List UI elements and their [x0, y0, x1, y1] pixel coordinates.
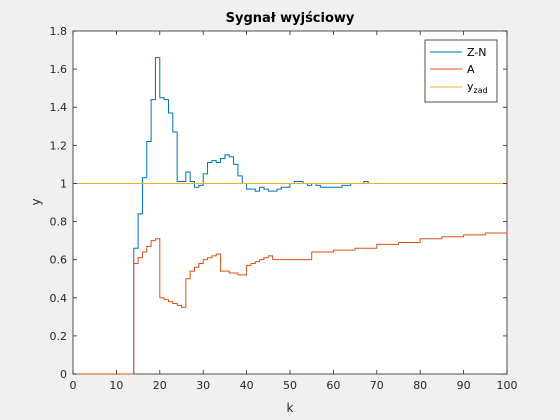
legend-label-a: A — [467, 63, 475, 76]
x-tick-label: 100 — [497, 379, 518, 392]
series-zn-line — [73, 57, 507, 375]
y-tick-label: 1.4 — [50, 101, 68, 114]
y-tick-label: 0.8 — [50, 216, 68, 229]
series-a-line — [73, 231, 508, 375]
x-tick-label: 70 — [370, 379, 384, 392]
y-tick-label: 0.4 — [50, 292, 68, 305]
x-tick-label: 50 — [283, 379, 297, 392]
y-tick-label: 1.2 — [50, 139, 68, 152]
legend-label-yzad-main: y — [467, 80, 474, 93]
legend-label-zn: Z-N — [467, 46, 487, 59]
x-tick-label: 0 — [70, 379, 77, 392]
y-tick-label: 0.6 — [50, 254, 68, 267]
legend-label-yzad-sub: zad — [474, 86, 488, 95]
x-tick-label: 30 — [196, 379, 210, 392]
x-tick-label: 60 — [326, 379, 340, 392]
chart-title: Sygnał wyjściowy — [226, 11, 355, 26]
x-tick-label: 90 — [457, 379, 471, 392]
x-tick-label: 40 — [240, 379, 254, 392]
y-tick-label: 1.6 — [50, 63, 68, 76]
x-tick-label: 80 — [413, 379, 427, 392]
y-tick-label: 0 — [60, 368, 67, 381]
legend-label-yzad: yzad — [467, 80, 488, 95]
x-axis-label: k — [287, 401, 294, 415]
x-tick-label: 10 — [109, 379, 123, 392]
x-tick-label: 20 — [153, 379, 167, 392]
series-layer — [73, 57, 508, 375]
legend: Z-N A yzad — [424, 39, 498, 103]
y-tick-label: 1 — [60, 177, 67, 190]
y-tick-label: 0.2 — [50, 330, 68, 343]
legend-box — [424, 39, 498, 103]
y-axis-label: y — [29, 198, 43, 205]
y-tick-label: 1.8 — [50, 25, 68, 38]
ticks-layer: 0 10 20 30 40 50 60 70 80 90 100 0 0.2 0.4 0.6 0.8 1 1.2 1… — [50, 25, 518, 392]
